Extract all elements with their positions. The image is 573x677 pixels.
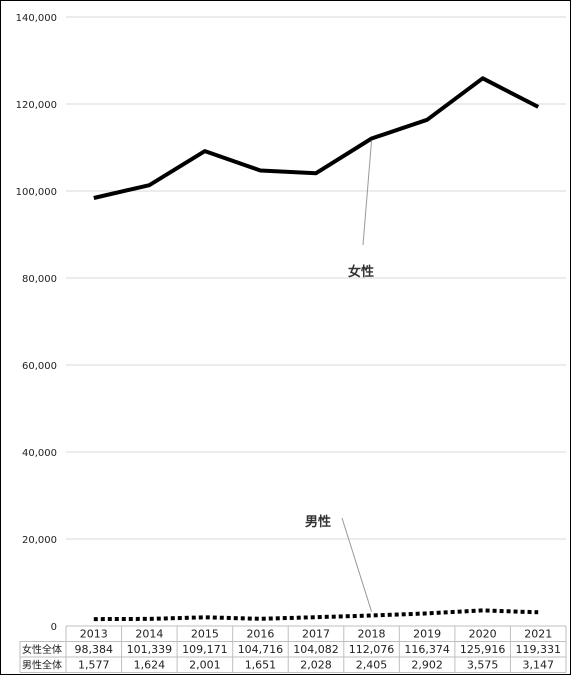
series-line-male [93, 608, 539, 622]
table-value-cell: 125,916 [460, 643, 506, 656]
series-line-female [93, 76, 540, 200]
table-value-cell: 119,331 [515, 643, 561, 656]
table-value-cell: 3,575 [467, 659, 499, 672]
y-tick-label: 20,000 [22, 535, 57, 546]
table-value-cell: 2,028 [300, 659, 332, 672]
annotation-label-male: 男性 [305, 514, 331, 530]
y-tick-label: 60,000 [22, 361, 57, 372]
x-tick-label: 2019 [413, 628, 441, 641]
table-value-cell: 101,339 [127, 643, 173, 656]
table-value-cell: 112,076 [349, 643, 395, 656]
table-value-cell: 2,001 [189, 659, 221, 672]
x-tick-label: 2018 [358, 628, 386, 641]
y-tick-label: 140,000 [16, 13, 57, 24]
y-tick-label: 40,000 [22, 448, 57, 459]
x-tick-label: 2020 [469, 628, 497, 641]
x-tick-label: 2015 [191, 628, 219, 641]
annotation-leader-male [341, 517, 373, 612]
x-tick-label: 2013 [80, 628, 108, 641]
x-tick-label: 2021 [524, 628, 552, 641]
table-value-cell: 116,374 [404, 643, 450, 656]
x-tick-label: 2016 [246, 628, 274, 641]
table-value-cell: 1,577 [78, 659, 110, 672]
table-value-cell: 1,624 [134, 659, 166, 672]
y-tick-label: 100,000 [16, 187, 57, 198]
table-value-cell: 104,716 [238, 643, 284, 656]
table-value-cell: 2,902 [411, 659, 443, 672]
table-value-cell: 109,171 [182, 643, 228, 656]
y-tick-label: 120,000 [16, 100, 57, 111]
annotation-label-female: 女性 [348, 264, 374, 280]
table-row-header: 男性全体 [22, 659, 62, 672]
annotation-leader-female [362, 140, 373, 246]
y-tick-label: 0 [51, 622, 57, 633]
x-tick-label: 2017 [302, 628, 330, 641]
table-value-cell: 104,082 [293, 643, 339, 656]
table-value-cell: 1,651 [245, 659, 277, 672]
table-value-cell: 3,147 [522, 659, 554, 672]
x-tick-label: 2014 [135, 628, 163, 641]
table-value-cell: 98,384 [75, 643, 114, 656]
table-row-header: 女性全体 [22, 643, 62, 656]
y-tick-label: 80,000 [22, 274, 57, 285]
table-value-cell: 2,405 [356, 659, 388, 672]
